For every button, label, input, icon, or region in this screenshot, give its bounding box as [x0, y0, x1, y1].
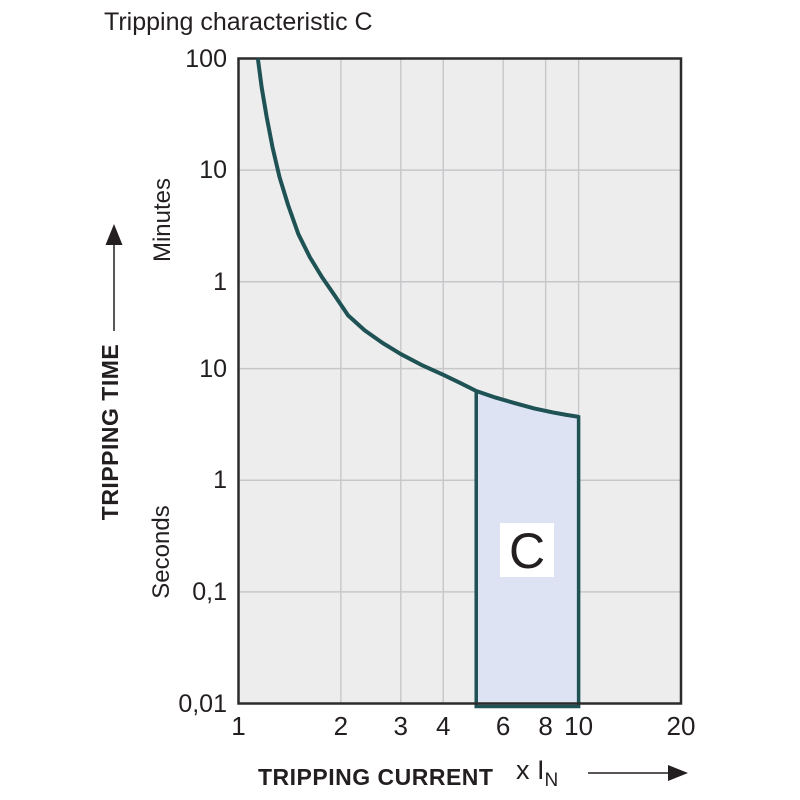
x-axis-title: TRIPPING CURRENT [258, 764, 494, 790]
y-tick-label: 0,01 [178, 689, 227, 718]
y-tick-label: 1 [213, 267, 227, 296]
arrow-right-icon [588, 765, 688, 781]
x-tick-label: 3 [393, 711, 408, 741]
chart-title: Tripping characteristic C [104, 8, 373, 36]
x-tick-label: 2 [333, 711, 349, 741]
arrow-up-icon [105, 224, 123, 331]
plot-border [237, 57, 683, 705]
y-tick-label: 10 [199, 354, 227, 383]
x-tick-label: 10 [564, 711, 594, 741]
x-tick-label: 8 [538, 711, 553, 741]
x-multiplier-subscript: N [544, 770, 559, 791]
tripping-curve [255, 58, 579, 419]
x-tick-label: 6 [495, 711, 511, 741]
y-tick-label: 100 [185, 44, 227, 73]
y-tick-label: 10 [199, 156, 227, 185]
x-tick-label: 1 [231, 711, 246, 741]
x-multiplier-text: x I [516, 755, 545, 785]
x-tick-label: 4 [436, 711, 451, 741]
y-tick-label: 1 [213, 466, 227, 495]
x-tick-label: 20 [666, 711, 696, 741]
y-tick-label: 0,1 [192, 577, 227, 606]
x-multiplier-label: x IN [516, 755, 558, 792]
region-c-label: C [500, 523, 554, 579]
